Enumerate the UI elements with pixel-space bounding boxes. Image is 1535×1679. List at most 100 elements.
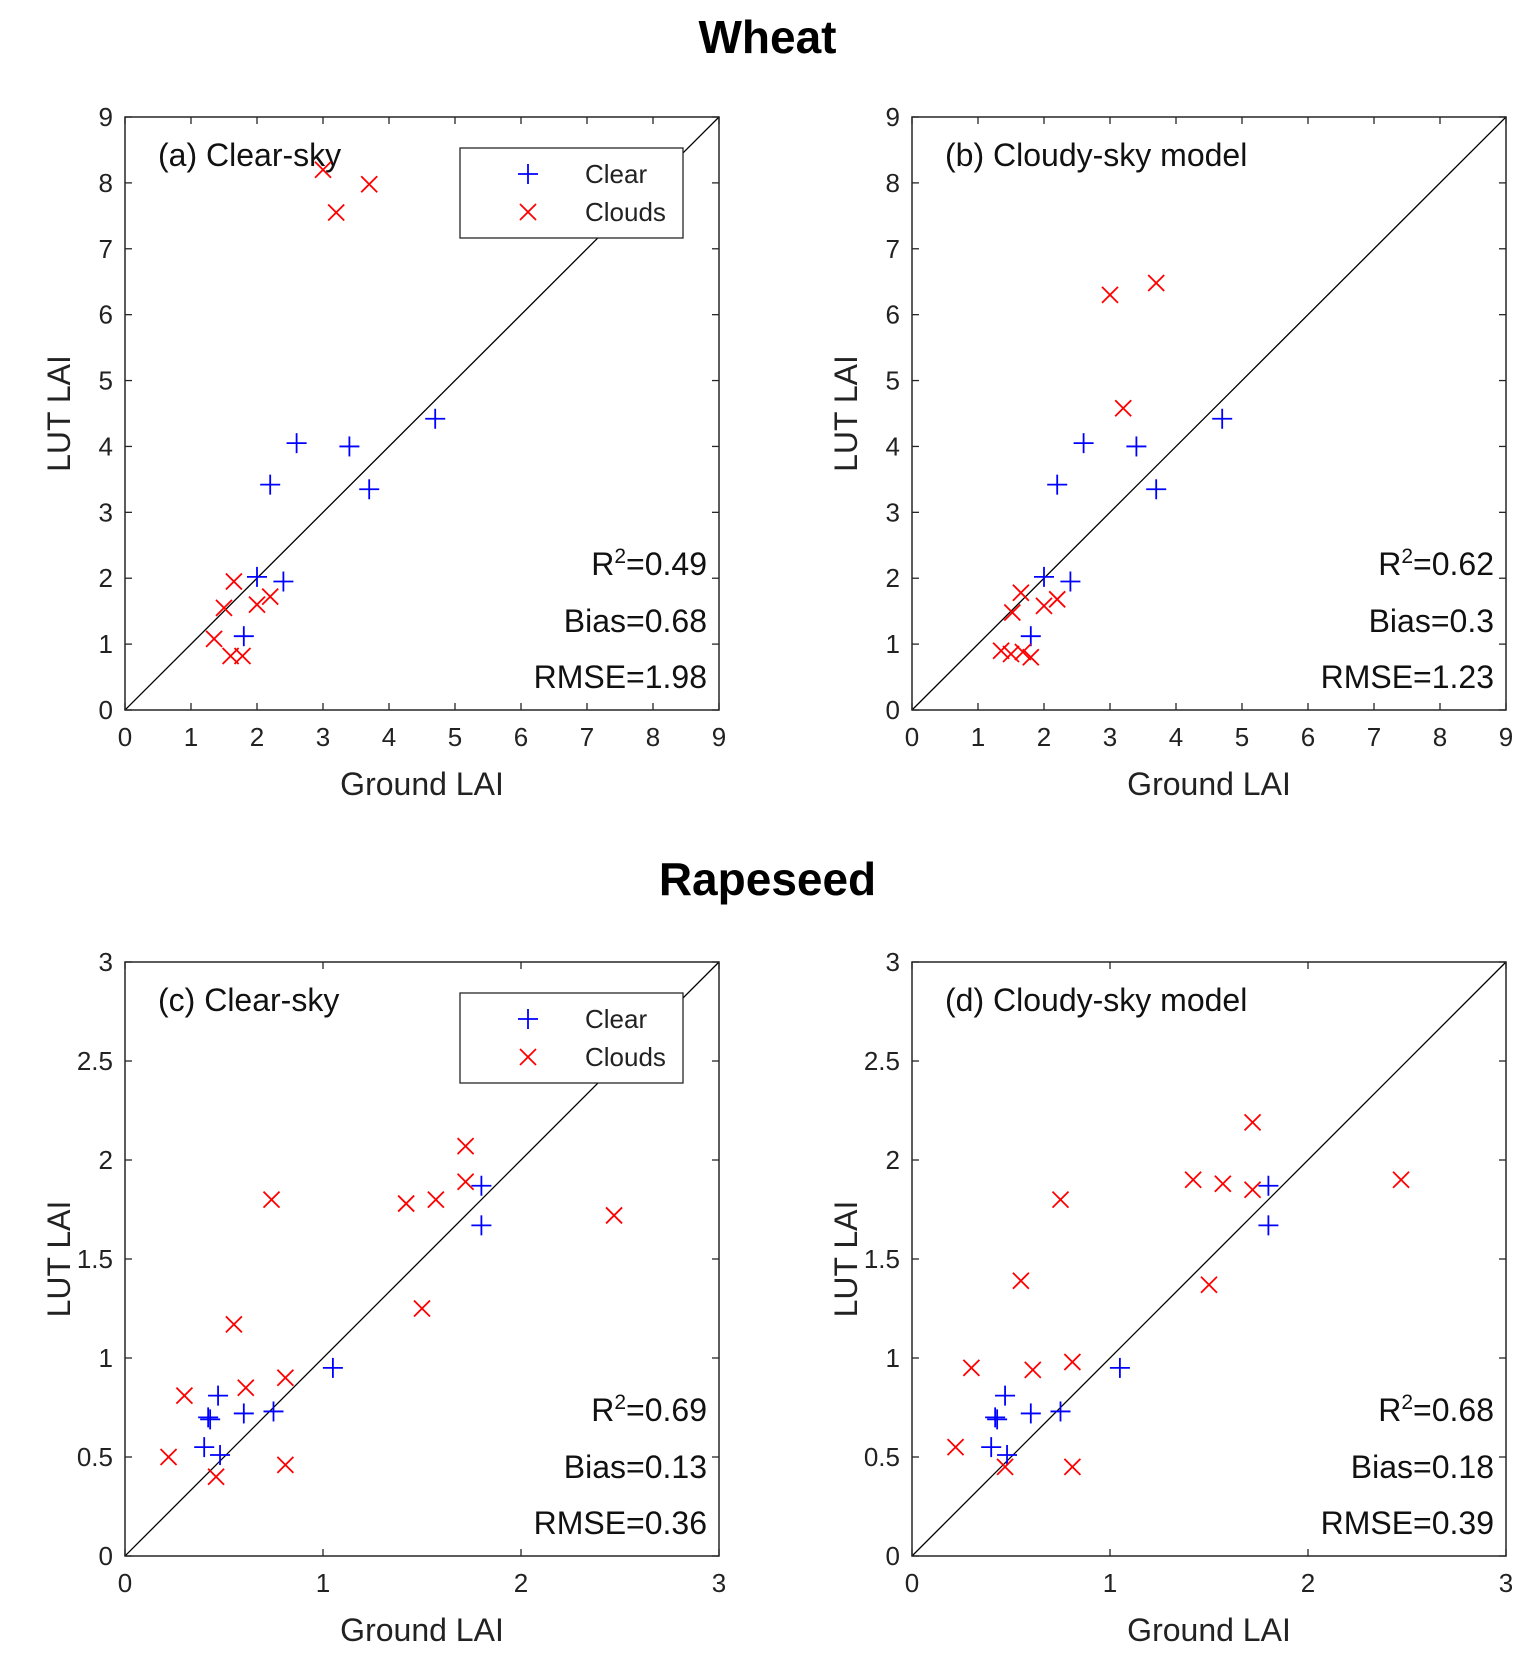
x-tick-label: 0: [118, 722, 132, 752]
clouds-point: [175, 1386, 194, 1405]
clouds-point: [207, 1468, 225, 1486]
y-tick-label: 0: [99, 1541, 113, 1571]
clouds-point: [276, 1456, 295, 1474]
x-tick-label: 3: [1103, 722, 1117, 752]
x-tick-label: 1: [1103, 1568, 1117, 1598]
clear-point: [339, 436, 360, 457]
clouds-point: [1012, 1272, 1030, 1290]
y-tick-label: 1: [886, 1343, 900, 1373]
stats-box: R2=0.68 Bias=0.18 RMSE=0.39: [1321, 1391, 1494, 1541]
clouds-point: [1048, 590, 1066, 608]
legend-clouds-label: Clouds: [585, 1042, 666, 1072]
x-axis-title: Ground LAI: [340, 1612, 504, 1648]
clear-point: [359, 479, 380, 500]
clear-point: [1034, 566, 1054, 587]
y-tick-label: 4: [886, 431, 900, 461]
clear-point: [471, 1175, 492, 1196]
clouds-point: [1147, 274, 1165, 292]
x-tick-label: 0: [905, 722, 919, 752]
y-tick-label: 0: [99, 695, 113, 725]
clouds-point: [1243, 1113, 1262, 1132]
clouds-point: [159, 1448, 178, 1466]
x-tick-label: 0: [905, 1568, 919, 1598]
x-tick-label: 9: [1499, 722, 1513, 752]
y-tick-label: 7: [886, 234, 900, 264]
clouds-point: [1024, 1361, 1042, 1379]
clouds-point: [1200, 1276, 1218, 1294]
y-tick-label: 3: [99, 947, 113, 977]
clouds-point: [314, 161, 332, 179]
y-tick-label: 2.5: [864, 1046, 900, 1076]
rmse-text: RMSE=0.39: [1321, 1505, 1494, 1541]
clear-point: [286, 433, 307, 454]
y-tick-label: 2: [886, 1145, 900, 1175]
x-tick-label: 2: [250, 722, 264, 752]
r-squared-text: R2=0.49: [591, 545, 707, 582]
y-tick-label: 6: [99, 300, 113, 330]
y-tick-label: 2: [886, 563, 900, 593]
panel-label: (d) Cloudy-sky model: [945, 982, 1247, 1018]
x-axis-title: Ground LAI: [1127, 766, 1291, 802]
one-to-one-line: [911, 961, 1507, 1557]
clouds-point: [327, 203, 345, 222]
y-axis-title: LUT LAI: [828, 1201, 864, 1318]
clouds-point: [1012, 584, 1030, 602]
legend-clear-label: Clear: [585, 1004, 647, 1034]
y-tick-label: 2.5: [77, 1046, 113, 1076]
clear-point: [987, 1409, 1008, 1430]
legend-clouds-marker: [519, 1048, 537, 1066]
clouds-point: [962, 1359, 981, 1377]
bias-text: Bias=0.3: [1369, 603, 1494, 639]
clear-point: [210, 1445, 231, 1466]
clear-point: [997, 1445, 1018, 1466]
clouds-point: [1063, 1353, 1082, 1371]
clouds-point: [276, 1369, 295, 1387]
clear-point: [985, 1407, 1006, 1428]
x-tick-label: 5: [448, 722, 462, 752]
y-tick-label: 1: [99, 629, 113, 659]
y-tick-label: 8: [886, 168, 900, 198]
r-squared-text: R2=0.68: [1378, 1391, 1494, 1428]
legend-clear-label: Clear: [585, 159, 647, 189]
panel-label: (c) Clear-sky: [158, 982, 339, 1018]
y-tick-label: 3: [886, 947, 900, 977]
rmse-text: RMSE=1.23: [1321, 659, 1494, 695]
y-tick-label: 4: [99, 431, 113, 461]
legend: Clear Clouds: [459, 147, 684, 239]
clouds-point: [1392, 1171, 1410, 1189]
clouds-point: [1051, 1190, 1070, 1209]
clouds-point: [1114, 399, 1132, 417]
x-tick-label: 6: [514, 722, 528, 752]
clouds-point: [205, 630, 223, 648]
y-tick-label: 1.5: [77, 1244, 113, 1274]
clouds-point: [427, 1190, 445, 1209]
clouds-point: [1101, 286, 1119, 304]
rmse-text: RMSE=1.98: [534, 659, 707, 695]
clear-point: [1258, 1175, 1279, 1196]
clouds-point: [1035, 597, 1053, 615]
panel-label: (a) Clear-sky: [158, 137, 341, 173]
x-tick-label: 3: [712, 1568, 726, 1598]
clouds-point: [456, 1137, 475, 1155]
clouds-point: [225, 572, 243, 591]
clouds-point: [225, 1315, 243, 1333]
clear-point: [194, 1437, 215, 1458]
clear-point: [1047, 474, 1068, 495]
legend-clouds-marker: [519, 203, 537, 221]
plot-frame: [911, 116, 1507, 711]
clouds-point: [215, 599, 233, 617]
y-tick-label: 2: [99, 563, 113, 593]
y-tick-label: 5: [886, 366, 900, 396]
y-tick-label: 3: [886, 497, 900, 527]
scatter-chart-rapeseed-clear-sky: 0 1 2 3 0 0.5 1 1.5 2 2.5 3 Ground LAI LUT LAI (c) Cl…: [41, 947, 726, 1648]
x-tick-label: 2: [1301, 1568, 1315, 1598]
x-tick-label: 2: [1037, 722, 1051, 752]
legend: Clear Clouds: [459, 992, 684, 1084]
y-tick-label: 0: [886, 695, 900, 725]
x-tick-label: 4: [382, 722, 396, 752]
clear-point: [1212, 408, 1233, 429]
clear-point: [1126, 436, 1147, 457]
x-tick-label: 1: [316, 1568, 330, 1598]
x-tick-label: 0: [118, 1568, 132, 1598]
